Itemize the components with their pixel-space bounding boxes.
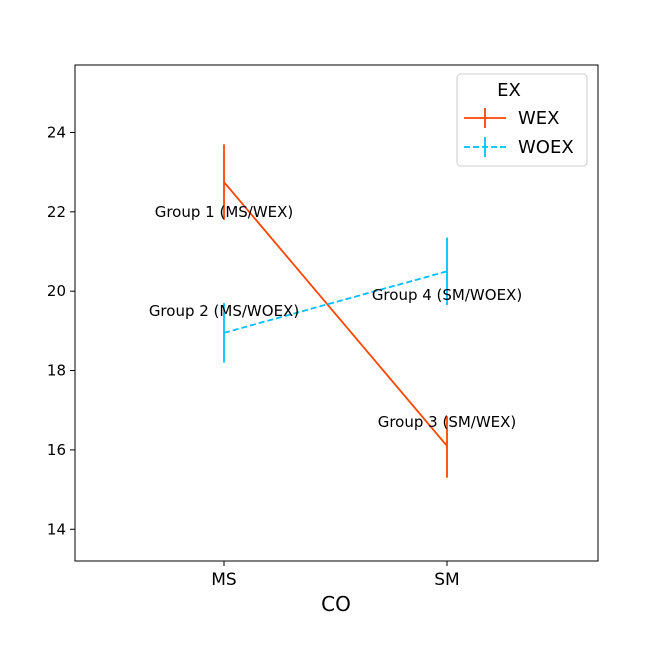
legend: EX WEX WOEX (456, 73, 588, 167)
legend-label-wex: WEX (518, 108, 560, 129)
y-tick-label: 14 (47, 520, 66, 538)
x-tick-label: SM (434, 570, 459, 590)
x-axis-label: CO (321, 592, 351, 616)
y-tick-label: 16 (47, 441, 66, 459)
legend-box (456, 73, 588, 167)
series-layer (223, 144, 448, 478)
group-annotation: Group 4 (SM/WOEX) (372, 286, 522, 304)
y-tick-label: 18 (47, 362, 66, 380)
legend-title: EX (497, 80, 521, 101)
y-tick-label: 22 (47, 203, 66, 221)
group-annotation: Group 2 (MS/WOEX) (149, 302, 299, 320)
legend-label-woex: WOEX (518, 137, 574, 158)
plot-frame (74, 64, 599, 562)
y-tick-label: 24 (47, 123, 66, 141)
group-annotation: Group 3 (SM/WEX) (378, 413, 517, 431)
annotations: Group 1 (MS/WEX) Group 2 (MS/WOEX) Group 3… (149, 203, 522, 431)
x-tick-label: MS (211, 570, 236, 590)
y-axis: 14 16 18 20 22 24 (47, 123, 75, 538)
y-tick-label: 20 (47, 282, 66, 300)
series-line-wex (223, 181, 448, 447)
series-line-woex (223, 270, 448, 334)
group-annotation: Group 1 (MS/WEX) (155, 203, 294, 221)
x-axis: MS SM (211, 561, 460, 590)
